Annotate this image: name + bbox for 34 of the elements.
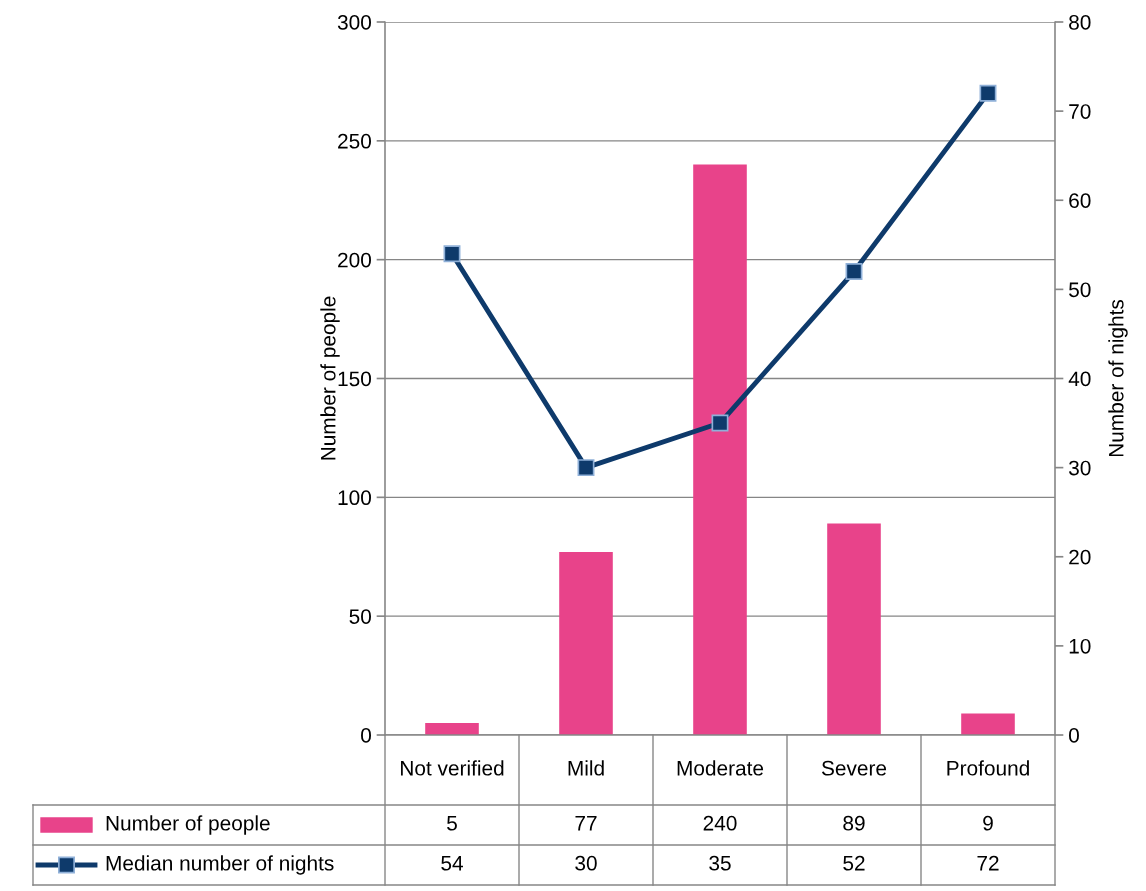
data-label: 5 <box>447 816 457 831</box>
y2-tick-label: 0 <box>1069 728 1079 743</box>
y2-tick-label: 80 <box>1069 15 1091 30</box>
x-tick-label: Not verified <box>401 760 504 776</box>
y-tick-label: 150 <box>338 371 371 387</box>
y2-tick-label: 60 <box>1069 193 1091 208</box>
data-label: 72 <box>977 855 999 871</box>
data-label: 89 <box>843 815 865 831</box>
legend-label: Number of people <box>106 815 270 835</box>
x-tick-label: Mild <box>568 760 604 776</box>
y-tick-label: 300 <box>337 15 371 30</box>
y-tick-label: 0 <box>361 728 371 743</box>
x-tick-label: Severe <box>821 760 887 776</box>
y2-tick-label: 70 <box>1069 104 1091 119</box>
data-label: 30 <box>575 855 597 871</box>
data-label: 54 <box>441 856 463 871</box>
x-tick-label: Moderate <box>677 760 764 776</box>
y2-tick-label: 20 <box>1069 549 1091 565</box>
y-tick-label: 250 <box>338 133 371 149</box>
data-label: 35 <box>709 855 731 871</box>
data-label: 240 <box>703 815 737 831</box>
x-tick-label: Profound <box>947 760 1029 776</box>
data-label: 9 <box>983 815 993 831</box>
legend-label: Median number of nights <box>106 855 334 875</box>
y2-tick-label: 30 <box>1068 460 1091 476</box>
data-label: 77 <box>575 816 597 831</box>
y2-tick-label: 10 <box>1069 638 1091 654</box>
y-tick-label: 50 <box>349 609 371 624</box>
data-label: 52 <box>843 855 865 871</box>
y-tick-label: 100 <box>338 490 371 506</box>
y2-tick-label: 40 <box>1068 371 1091 387</box>
y-tick-label: 200 <box>338 252 371 268</box>
y2-tick-label: 50 <box>1069 282 1091 298</box>
y2-axis-title: Number of nights <box>1108 299 1128 457</box>
